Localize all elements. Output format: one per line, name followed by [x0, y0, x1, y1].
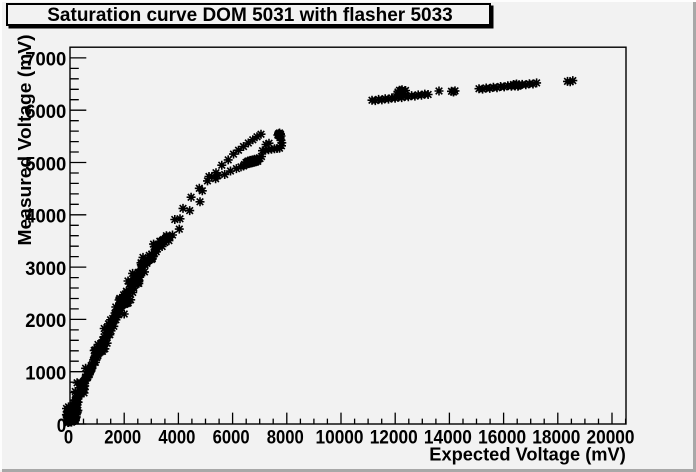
svg-text:18000: 18000 [532, 427, 580, 448]
svg-text:8000: 8000 [267, 427, 304, 448]
svg-text:7000: 7000 [25, 50, 66, 71]
svg-text:0: 0 [64, 427, 73, 448]
svg-text:Expected Voltage (mV): Expected Voltage (mV) [429, 445, 626, 465]
svg-text:6000: 6000 [213, 427, 250, 448]
svg-text:Measured Voltage (mV): Measured Voltage (mV) [15, 34, 35, 245]
svg-text:16000: 16000 [478, 427, 526, 448]
svg-text:6000: 6000 [25, 102, 66, 123]
svg-text:14000: 14000 [424, 427, 472, 448]
svg-text:4000: 4000 [158, 427, 195, 448]
svg-text:5000: 5000 [25, 154, 66, 175]
svg-text:3000: 3000 [25, 259, 66, 280]
svg-text:2000: 2000 [104, 427, 141, 448]
svg-text:20000: 20000 [587, 427, 635, 448]
svg-text:12000: 12000 [370, 427, 418, 448]
svg-text:4000: 4000 [25, 207, 66, 228]
svg-text:2000: 2000 [25, 311, 66, 332]
svg-text:1000: 1000 [25, 364, 66, 385]
svg-text:0: 0 [57, 416, 67, 437]
svg-text:10000: 10000 [316, 427, 364, 448]
